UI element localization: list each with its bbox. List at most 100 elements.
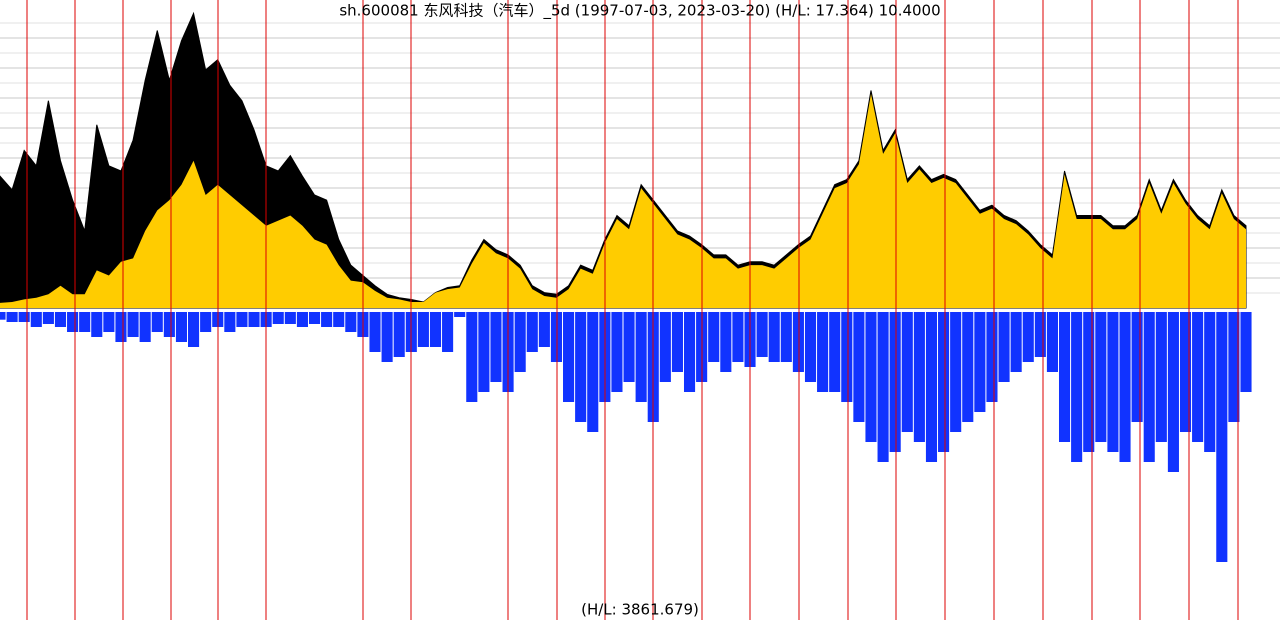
volume-bar [115,312,127,342]
volume-bar [683,312,696,392]
volume-bar [550,312,563,362]
volume-bar [938,312,950,452]
year-lines [26,0,1239,620]
volume-label: (H/L: 3861.679) [581,601,699,619]
volume-bar [962,312,974,422]
volume-bar [42,312,54,324]
volume-bar [79,312,91,332]
volume-bar [925,312,938,462]
volume-bar [163,312,175,337]
volume-bar [478,312,490,392]
volume-bar [224,312,236,332]
volume-bar [1192,312,1204,442]
volume-bar [877,312,889,462]
volume-bar [490,312,502,382]
volume-bar [1155,312,1167,442]
volume-bar [1046,312,1058,372]
volume-bar [188,312,200,347]
volume-bar [1216,312,1228,562]
volume-bar [1119,312,1131,462]
volume-bar [841,312,853,402]
volume-bar [1228,312,1240,422]
volume-bar [1167,312,1179,472]
volume-bar [611,312,623,392]
volume-bar [91,312,103,337]
volume-bar [381,312,393,362]
volume-bar [865,312,877,442]
volume-bar [526,312,538,352]
chart-title: sh.600081 东风科技（汽车）_5d (1997-07-03, 2023-… [339,2,940,21]
volume-bar [103,312,115,332]
volume-bar [393,312,405,357]
volume-bar [345,312,357,332]
price-area [0,93,1246,308]
volume-bar [1143,312,1155,462]
volume-bar [1179,312,1192,432]
volume-bar [1022,312,1034,362]
volume-bar [901,312,913,432]
volume-bar [671,312,683,372]
volume-bar [127,312,139,337]
plot [0,11,1252,562]
volume-bar [333,312,345,327]
volume-bar [248,312,260,327]
volume-bar [175,312,188,342]
volume-bar [1204,312,1216,452]
volume-bar [1058,312,1071,442]
volume-bar [792,312,804,372]
volume-bar [659,312,671,382]
volume-bar [54,312,67,327]
volume-bar [200,312,212,332]
volume-bar [817,312,829,392]
volume-bar [853,312,865,422]
volume-bar [986,312,998,402]
volume-bar [720,312,732,372]
volume-bar [780,312,792,362]
volume-bar [30,312,42,327]
volume-bar [1240,312,1252,392]
volume-bar [708,312,720,362]
volume-bar [1071,312,1083,462]
volume-bar [587,312,599,432]
volume-bar [1131,312,1143,422]
volume-bar [563,312,575,402]
volume-bar [272,312,284,324]
volume-bar [804,312,817,382]
volume-bar [768,312,780,362]
volume-bar [296,312,308,327]
volume-bar [623,312,635,382]
volume-bar [829,312,841,392]
volume-bar [635,312,647,402]
volume-bar [308,312,321,324]
volume-bar [6,312,18,322]
volume-bar [538,312,550,347]
volume-bar [369,312,381,352]
volume-bar [139,312,151,342]
volume-bar [454,312,466,317]
volume-bar [1034,312,1046,357]
volume-bar [151,312,163,332]
volume-bar [429,312,442,347]
volume-bar [913,312,925,442]
volume-bar [514,312,526,372]
volume-bar [1083,312,1095,452]
volume-bar [417,312,429,347]
volume-bar [284,312,296,324]
volume-bar [18,312,30,322]
volume-bar [67,312,79,332]
volume-bar [889,312,901,452]
volume-bar [0,312,6,320]
volume-bar [1010,312,1022,372]
volume-bar [236,312,248,327]
volume-bar [756,312,768,357]
volume-bar [466,312,478,402]
volume-bar [998,312,1010,382]
volume-bar [442,312,454,352]
volume-bar [974,312,986,412]
volume-bar [950,312,962,432]
volume-bar [732,312,744,362]
volume-bar [321,312,333,327]
volume-bar [575,312,587,422]
volume-bar [1095,312,1107,442]
